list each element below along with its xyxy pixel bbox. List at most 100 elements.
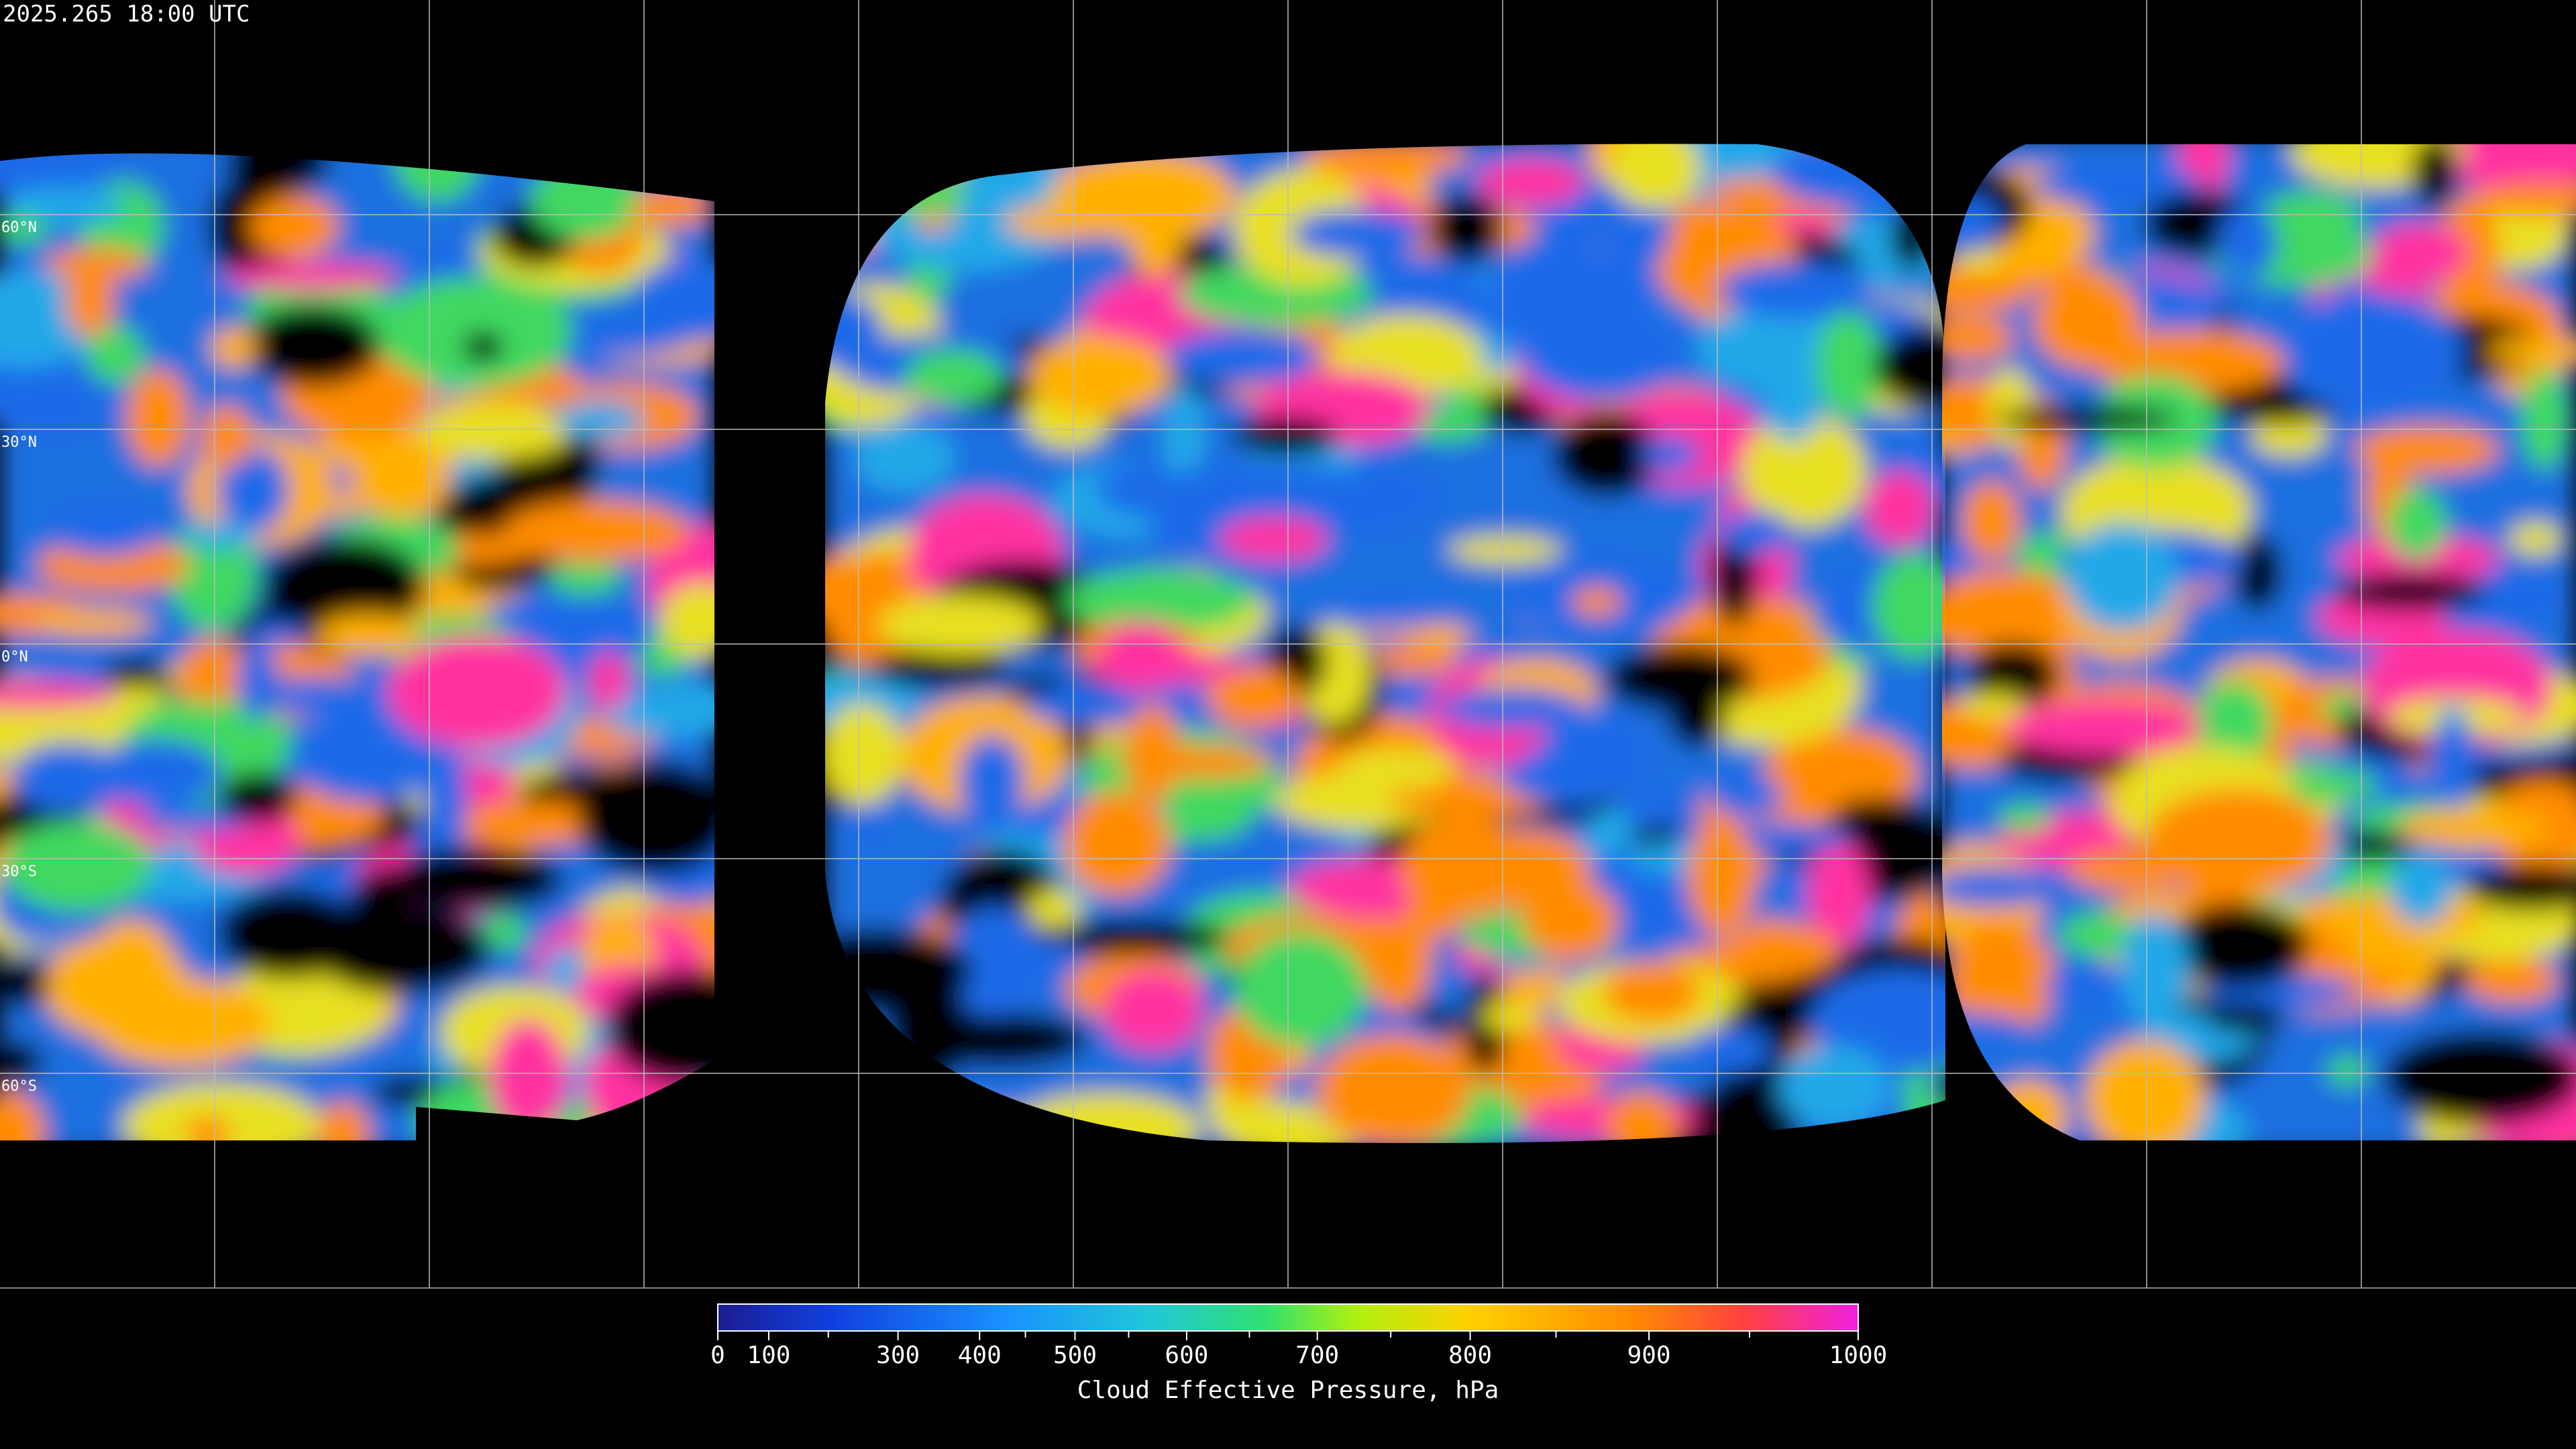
cloud-patch — [2508, 522, 2564, 555]
cloud-patch — [1606, 1090, 1677, 1144]
cloud-patch — [1809, 969, 1945, 1074]
colorbar-tick-label: 1000 — [1829, 1342, 1888, 1369]
cloud-patch — [2412, 144, 2459, 209]
cloud-patch — [416, 402, 572, 460]
cloud-patch — [2468, 182, 2576, 215]
cloud-patch — [2145, 788, 2332, 894]
cloud-patch — [2, 186, 125, 225]
cloud-patch — [825, 703, 904, 806]
cloud-patch — [312, 904, 491, 994]
imagery-west — [0, 153, 714, 1141]
cloud-patch — [217, 446, 290, 533]
cloud-patch — [1028, 336, 1171, 416]
cloud-patch — [2465, 864, 2576, 910]
cloud-patch — [201, 405, 253, 466]
cloud-patch — [2005, 700, 2202, 755]
cloud-patch — [1290, 209, 1425, 258]
cloud-patch — [184, 1117, 231, 1141]
cloud-patch — [393, 153, 482, 203]
cloud-patch — [2485, 337, 2576, 365]
cloud-patch — [1864, 471, 1935, 546]
cloud-patch — [632, 257, 714, 343]
colorbar-tick-label: 700 — [1295, 1342, 1339, 1369]
cloud-patch — [1959, 692, 2025, 720]
cloud-patch — [1438, 688, 1585, 730]
cloud-patch — [2119, 913, 2190, 1025]
cloud-patch — [1807, 840, 1870, 950]
cloud-patch — [488, 1018, 568, 1136]
cloud-patch — [659, 582, 714, 659]
cloud-patch — [1603, 962, 1701, 1023]
cloud-patch — [1477, 159, 1585, 206]
cloud-patch — [85, 325, 146, 384]
cloud-patch — [300, 425, 462, 524]
cloud-patch — [84, 919, 179, 1040]
cloud-patch — [224, 262, 398, 291]
cloud-patch — [1524, 250, 1665, 337]
cloud-patch — [0, 1090, 46, 1141]
cloud-patch — [2325, 281, 2381, 354]
cloud-patch — [1688, 818, 1756, 936]
cloud-patch — [1571, 587, 1623, 617]
cloud-patch — [225, 153, 331, 193]
cloud-patch — [250, 195, 339, 258]
cloud-patch — [958, 735, 1026, 827]
cloud-patch — [547, 562, 623, 596]
cloud-patch — [2326, 1056, 2368, 1087]
cloud-patch — [1086, 650, 1241, 685]
timestamp: 2025.265 18:00 UTC — [3, 1, 250, 28]
cloud-patch — [2389, 852, 2453, 925]
cloud-patch — [387, 635, 566, 748]
latitude-label: 30°N — [1, 434, 37, 451]
colorbar-label: Cloud Effective Pressure, hPa — [1077, 1377, 1499, 1404]
cloud-patch — [2218, 205, 2277, 280]
cloud-patch — [2446, 144, 2576, 199]
cloud-patch — [1988, 366, 2033, 448]
cloud-patch — [1780, 1044, 1890, 1129]
cloud-patch — [12, 742, 118, 812]
colorbar-tick-label: 800 — [1448, 1342, 1492, 1369]
cloud-patch — [261, 537, 426, 635]
cloud-patch — [605, 969, 714, 1086]
cloud-patch — [126, 368, 190, 468]
cloud-patch — [1462, 976, 1508, 1073]
cloud-patch — [0, 214, 50, 244]
cloud-patch — [1685, 1026, 1771, 1073]
cloud-patch — [2399, 808, 2550, 849]
cloud-patch — [2383, 1030, 2576, 1125]
cloud-patch — [2250, 413, 2328, 457]
cloud-patch — [2386, 488, 2447, 559]
cloud-patch — [1481, 1001, 1540, 1032]
cloud-patch — [49, 504, 162, 557]
cloud-patch — [90, 739, 222, 808]
colorbar-tick-label: 600 — [1165, 1342, 1208, 1369]
cloud-patch — [243, 305, 382, 386]
cloud-patch — [316, 613, 419, 655]
cloud-patch — [1604, 644, 1754, 712]
cloud-patch — [0, 957, 50, 1007]
cloud-patch — [2334, 573, 2487, 610]
cloud-patch — [1232, 416, 1340, 455]
imagery-central — [825, 144, 1945, 1144]
cloud-patch — [1163, 461, 1364, 508]
latitude-label: 30°S — [1, 863, 37, 880]
cloud-patch — [2205, 1003, 2285, 1033]
cloud-patch — [1065, 569, 1255, 633]
cloud-patch — [1608, 144, 1702, 210]
cloud-patch — [2032, 164, 2206, 207]
cloud-patch — [1400, 816, 1528, 920]
cloud-patch — [502, 500, 690, 563]
cloud-patch — [1428, 193, 1504, 263]
cloud-patch — [2167, 902, 2310, 989]
colorbar-tick-label: 500 — [1053, 1342, 1097, 1369]
cloud-patch — [2084, 1040, 2206, 1140]
colorbar-tick-label: 400 — [958, 1342, 1002, 1369]
cloud-patch — [1521, 880, 1619, 961]
latitude-label: 60°S — [1, 1078, 37, 1095]
cloud-patch — [600, 692, 714, 737]
colorbar-tick-label: 300 — [876, 1342, 920, 1369]
colorbar-tick-label: 100 — [747, 1342, 790, 1369]
cloud-patch — [2465, 959, 2560, 1003]
cloud-patch — [462, 331, 504, 363]
cloud-patch — [1995, 405, 2178, 433]
